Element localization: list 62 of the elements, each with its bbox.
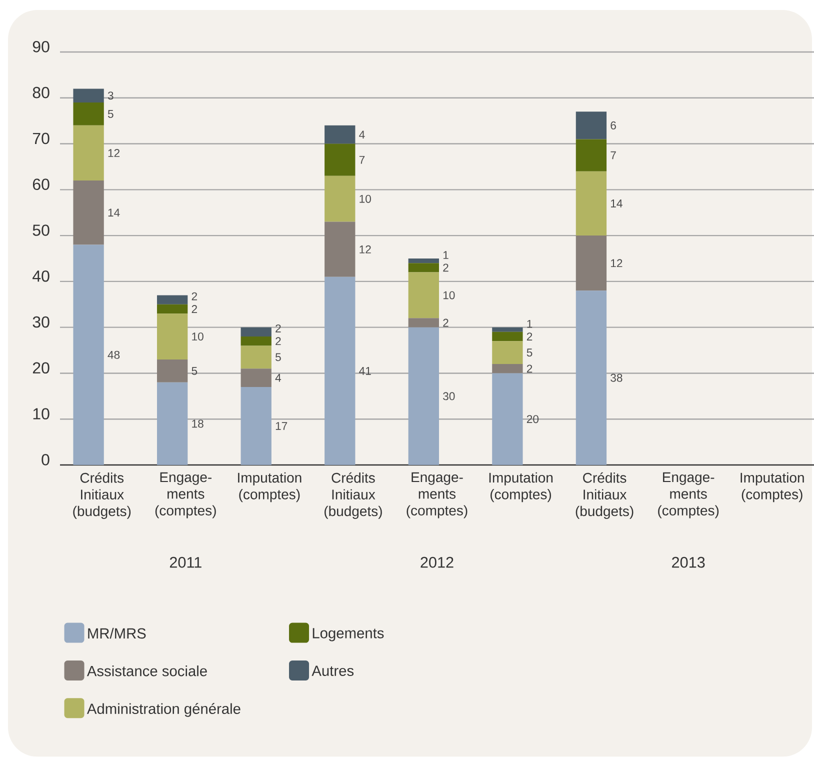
y-tick-label: 90 (32, 41, 50, 52)
y-tick-label: 0 (42, 454, 50, 466)
data-label: 30 (443, 392, 455, 400)
data-label: 5 (526, 348, 532, 357)
y-tick-label: 30 (32, 316, 50, 328)
y-tick-label: 10 (33, 408, 50, 420)
data-label: 14 (108, 208, 120, 217)
x-tick-label: Imputation (comptes) (740, 472, 804, 502)
data-label: 1 (527, 320, 532, 328)
data-label: 2 (443, 318, 448, 327)
data-label: 12 (108, 149, 120, 157)
data-label: 4 (359, 130, 365, 139)
x-tick-label: Engage-ments (comptes) (658, 472, 719, 518)
y-tick-label: 60 (32, 178, 50, 190)
data-label: 38 (610, 374, 622, 382)
text: 2012 (420, 556, 454, 568)
legend-label: MR/MRS (88, 628, 146, 639)
y-tick-label: 40 (32, 270, 50, 282)
data-label: 1 (443, 251, 448, 259)
data-label: 17 (276, 422, 288, 430)
data-label: 5 (276, 353, 281, 362)
x-tick-label: Engage-ments (comptes) (406, 472, 468, 518)
legend-label: Logements (312, 628, 384, 642)
data-label: 7 (359, 156, 365, 164)
data-label: 14 (611, 200, 622, 208)
data-label: 2 (526, 364, 532, 373)
data-label: 12 (611, 259, 622, 268)
data-label: 2 (443, 264, 448, 272)
data-label: 10 (360, 194, 371, 203)
data-label: 6 (610, 121, 616, 130)
data-label: 3 (108, 92, 114, 100)
x-tick-label: Imputation (comptes) (489, 472, 553, 502)
text: 2013 (672, 556, 705, 568)
legend-label: Autres (312, 666, 354, 676)
data-label: 2 (526, 332, 532, 340)
y-tick-label: 70 (32, 132, 50, 144)
data-label: 7 (610, 151, 616, 160)
data-label: 10 (443, 291, 455, 300)
data-label: 2 (192, 305, 197, 313)
x-tick-label: Crédits Initiaux (budgets) (576, 472, 634, 519)
data-label: 18 (192, 420, 204, 428)
x-tick-label: Imputation (comptes) (238, 472, 302, 502)
text: 2011 (170, 556, 202, 568)
y-tick-label: 80 (32, 86, 50, 98)
data-label: 12 (360, 245, 371, 254)
y-tick-label: 20 (32, 362, 50, 374)
x-tick-label: Engage-ments (comptes) (155, 472, 216, 518)
data-label: 48 (108, 350, 120, 359)
legend-label: Assistance sociale (86, 665, 207, 676)
data-label: 20 (526, 415, 539, 424)
x-tick-label: Crédits Initiaux (budgets) (73, 472, 131, 519)
data-label: 2 (276, 324, 281, 332)
x-tick-label: Crédits Initiaux (budgets) (324, 472, 382, 519)
data-label: 41 (359, 367, 371, 375)
data-label: 5 (108, 110, 114, 118)
data-label: 4 (275, 374, 282, 382)
data-label: 2 (276, 337, 281, 346)
y-tick-label: 50 (32, 224, 50, 236)
data-label: 10 (192, 332, 204, 341)
data-label: 5 (192, 366, 198, 375)
legend-label: Administration générale (86, 703, 240, 717)
data-label: 2 (192, 292, 197, 300)
